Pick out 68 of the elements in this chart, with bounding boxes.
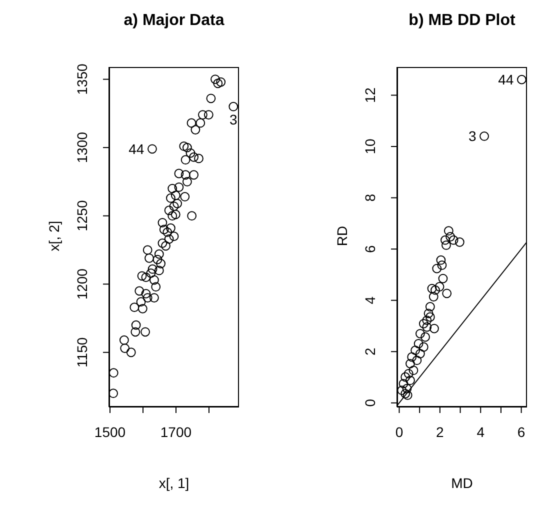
- annotation: 3: [229, 112, 238, 128]
- point: [412, 356, 422, 366]
- chart-title: b) MB DD Plot: [408, 12, 516, 30]
- y-tick-label: 1250: [74, 200, 90, 232]
- point: [444, 226, 454, 236]
- point: [454, 237, 464, 247]
- annotation: 44: [498, 72, 514, 88]
- x-tick-label: 1500: [94, 424, 126, 440]
- y-axis-title: RD: [334, 224, 350, 248]
- y-tick-label: 10: [362, 138, 378, 154]
- point: [437, 260, 447, 270]
- x-tick-label: 2: [436, 424, 444, 440]
- point: [432, 264, 442, 274]
- y-tick-label: 1300: [74, 132, 90, 164]
- x-tick-label: 4: [476, 424, 485, 440]
- point: [415, 348, 425, 358]
- point: [422, 316, 432, 326]
- y-tick-label: 12: [362, 87, 378, 103]
- point: [410, 346, 420, 356]
- x-tick-label: 6: [517, 424, 526, 440]
- x-tick-label: 0: [395, 424, 404, 440]
- point: [398, 378, 408, 388]
- chart-title: a) Major Data: [122, 12, 226, 30]
- point: [424, 308, 434, 318]
- y-tick-label: 1150: [74, 337, 90, 368]
- x-axis-title: x[, 1]: [158, 475, 190, 491]
- point: [434, 282, 444, 292]
- y-tick-label: 1350: [74, 64, 90, 95]
- point: [442, 240, 451, 250]
- point: [440, 235, 450, 245]
- point: [425, 302, 435, 312]
- point: [407, 352, 417, 362]
- point: [446, 232, 455, 242]
- point: [406, 376, 415, 386]
- point: [517, 74, 526, 84]
- point: [420, 332, 430, 342]
- point: [415, 328, 425, 338]
- point: [427, 284, 437, 294]
- point: [436, 255, 446, 265]
- y-tick-label: 1200: [74, 268, 90, 300]
- point: [430, 285, 440, 295]
- point: [402, 384, 412, 394]
- point: [406, 358, 415, 368]
- point: [448, 235, 458, 245]
- y-tick-label: 6: [362, 244, 378, 253]
- point: [404, 368, 414, 378]
- y-tick-label: 2: [362, 348, 378, 356]
- point: [425, 312, 435, 322]
- y-tick-label: 4: [362, 296, 378, 304]
- x-axis-title: MD: [450, 475, 474, 491]
- point: [414, 338, 424, 348]
- point: [408, 366, 418, 376]
- x-tick-label: 1700: [160, 424, 192, 440]
- point: [442, 288, 452, 298]
- y-axis-title: x[, 2]: [46, 220, 62, 254]
- point: [400, 372, 410, 382]
- point: [430, 324, 439, 334]
- point: [422, 322, 432, 332]
- y-tick-label: 8: [362, 194, 378, 202]
- annotation: 44: [128, 140, 144, 157]
- point: [418, 318, 428, 328]
- y-tick-label: 0: [362, 398, 378, 407]
- annotation: 3: [468, 128, 476, 144]
- point: [438, 274, 448, 284]
- point: [418, 342, 428, 352]
- point: [397, 386, 407, 396]
- point: [428, 292, 438, 302]
- point: [480, 132, 489, 141]
